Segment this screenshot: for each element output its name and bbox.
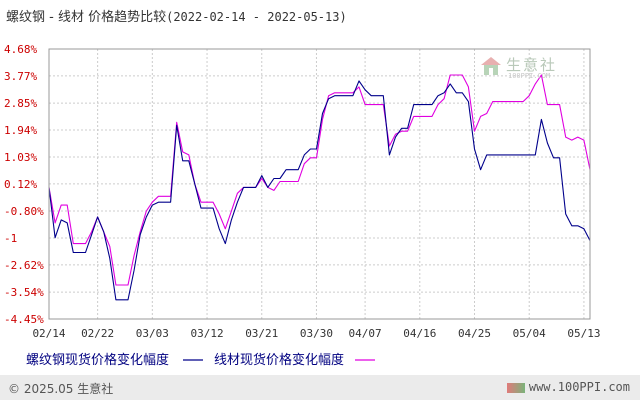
- watermark: 生意社 100PPI.COM: [480, 52, 576, 82]
- x-tick-label: 02/22: [81, 327, 114, 340]
- x-axis-labels: 02/14 02/22 03/03 03/12 03/21 03/30 04/07 04/16…: [32, 327, 600, 340]
- watermark-url: 100PPI.COM: [508, 72, 551, 80]
- y-tick-label: 1.94%: [4, 124, 37, 137]
- watermark-text: 生意社: [506, 56, 558, 74]
- chart-title-main: 螺纹钢 - 线材 价格趋势比较: [6, 10, 167, 25]
- legend-rebar-label: 螺纹钢现货价格变化幅度: [26, 352, 169, 368]
- chart-title: 螺纹钢 - 线材 价格趋势比较(2022-02-14 - 2022-05-13): [6, 6, 347, 25]
- wire-line: [48, 74, 591, 286]
- y-tick-label: 0.12%: [4, 178, 37, 191]
- chart-title-range: (2022-02-14 - 2022-05-13): [166, 10, 347, 24]
- x-tick-label: 05/04: [513, 327, 546, 340]
- y-tick-label: -3.54%: [4, 286, 44, 299]
- series-lines: [48, 74, 591, 301]
- y-tick-label: 2.85%: [4, 97, 37, 110]
- x-tick-label: 02/14: [32, 327, 65, 340]
- y-tick-label: 3.77%: [4, 70, 37, 83]
- footer-copyright: © 2025.05 生意社: [8, 382, 114, 396]
- footer-site-link[interactable]: www.100PPI.com: [506, 380, 630, 394]
- y-tick-label: -0.80%: [4, 205, 44, 218]
- plot-frame: [48, 48, 591, 320]
- footer: © 2025.05 生意社 www.100PPI.com: [0, 375, 640, 400]
- x-tick-label: 03/12: [190, 327, 223, 340]
- x-tick-label: 04/16: [403, 327, 436, 340]
- site-logo-icon: [506, 382, 525, 393]
- x-tick-label: 04/07: [349, 327, 382, 340]
- x-tick-label: 03/21: [245, 327, 278, 340]
- legend-wire-label: 线材现货价格变化幅度: [214, 352, 344, 368]
- y-axis-labels: 4.68% 3.77% 2.85% 1.94% 1.03% 0.12% -0.80% -1 -2…: [4, 43, 44, 326]
- plot-background: [49, 49, 590, 319]
- y-tick-label: -4.45%: [4, 313, 44, 326]
- x-tick-label: 03/30: [300, 327, 333, 340]
- x-tick-label: 05/13: [567, 327, 600, 340]
- rebar-line: [48, 80, 591, 301]
- footer-site-text: www.100PPI.com: [528, 380, 630, 394]
- y-tick-label: -1: [4, 232, 17, 245]
- y-tick-label: 1.03%: [4, 151, 37, 164]
- x-tick-label: 04/25: [458, 327, 491, 340]
- house-logo-icon: [481, 57, 501, 75]
- y-tick-label: 4.68%: [4, 43, 37, 56]
- x-tick-label: 03/03: [136, 327, 169, 340]
- legend: 螺纹钢现货价格变化幅度 线材现货价格变化幅度: [26, 352, 375, 368]
- y-tick-label: -2.62%: [4, 259, 44, 272]
